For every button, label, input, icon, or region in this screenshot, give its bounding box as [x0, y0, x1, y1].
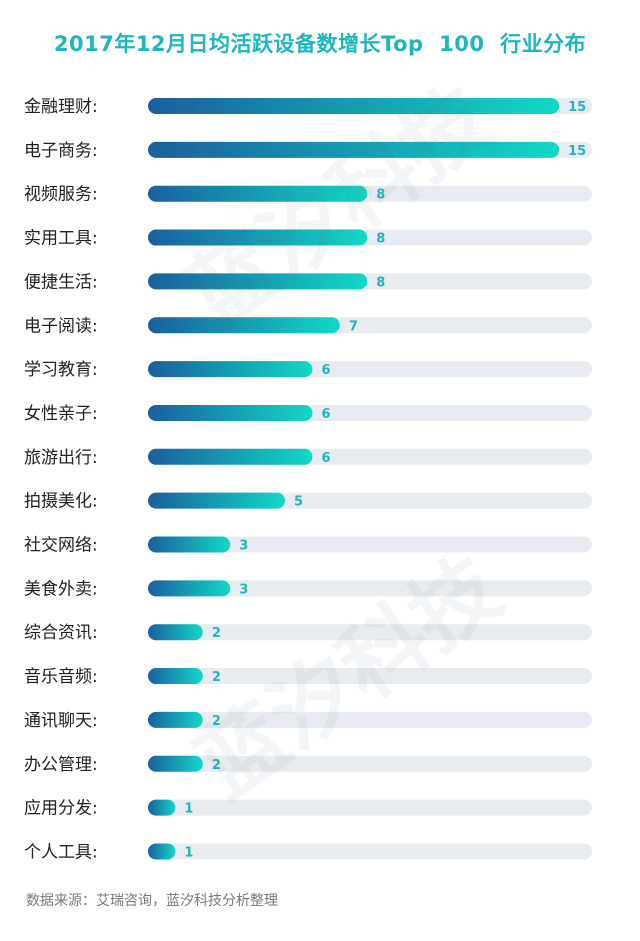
bar	[148, 711, 203, 728]
value-label: 1	[184, 845, 193, 860]
category-label: 音乐音频:	[24, 667, 98, 687]
bar	[148, 492, 286, 509]
chart-title: 2017年12月日均活跃设备数增长Top 100 行业分布	[53, 32, 587, 56]
bar	[148, 361, 313, 378]
bar-track	[148, 536, 592, 553]
value-label: 6	[321, 451, 330, 466]
bar	[148, 843, 176, 860]
category-label: 电子阅读:	[24, 316, 98, 336]
category-label: 便捷生活:	[24, 272, 98, 292]
bar-track	[148, 624, 592, 641]
category-label: 个人工具:	[24, 842, 98, 862]
bar	[148, 668, 203, 685]
value-label: 8	[376, 232, 385, 247]
bar	[148, 98, 560, 114]
category-label: 电子商务:	[24, 141, 98, 161]
value-label: 6	[321, 363, 330, 378]
bar-track	[148, 755, 592, 772]
value-label: 8	[376, 188, 385, 203]
bar	[148, 448, 313, 465]
value-label: 6	[321, 407, 330, 422]
bar	[148, 580, 231, 597]
bar	[148, 799, 176, 816]
category-label: 视频服务:	[24, 185, 98, 205]
value-label: 15	[568, 144, 586, 159]
value-label: 3	[239, 582, 248, 597]
bar	[148, 404, 313, 421]
value-label: 7	[349, 319, 358, 334]
category-label: 应用分发:	[24, 799, 98, 819]
value-label: 2	[212, 714, 221, 729]
value-label: 2	[212, 670, 221, 685]
bar	[148, 273, 368, 290]
bar-track	[148, 843, 592, 860]
value-label: 5	[294, 495, 303, 510]
value-label: 3	[239, 539, 248, 554]
bar	[148, 624, 203, 641]
category-label: 女性亲子:	[24, 404, 98, 424]
bar-track	[148, 799, 592, 816]
category-label: 实用工具:	[24, 229, 98, 249]
bar	[148, 141, 560, 158]
category-label: 办公管理:	[24, 755, 98, 775]
category-label: 通讯聊天:	[24, 711, 98, 731]
category-label: 学习教育:	[24, 360, 98, 380]
category-label: 社交网络:	[24, 536, 98, 556]
value-label: 2	[212, 758, 221, 773]
category-label: 美食外卖:	[24, 579, 98, 599]
data-source-note: 数据来源：艾瑞咨询，蓝汐科技分析整理	[26, 893, 278, 909]
bar-track	[148, 580, 592, 597]
value-label: 15	[568, 100, 586, 115]
bar	[148, 755, 203, 772]
category-label: 拍摄美化:	[24, 492, 98, 512]
bar	[148, 229, 368, 246]
bar-track	[148, 668, 592, 685]
category-label: 旅游出行:	[24, 448, 98, 468]
category-label: 金融理财:	[24, 97, 98, 117]
bar	[148, 317, 340, 334]
value-label: 8	[376, 275, 385, 290]
bar-track	[148, 711, 592, 728]
bar	[148, 536, 231, 553]
value-label: 1	[184, 802, 193, 817]
category-label: 综合资讯:	[24, 623, 98, 643]
bar	[148, 185, 368, 202]
value-label: 2	[212, 626, 221, 641]
